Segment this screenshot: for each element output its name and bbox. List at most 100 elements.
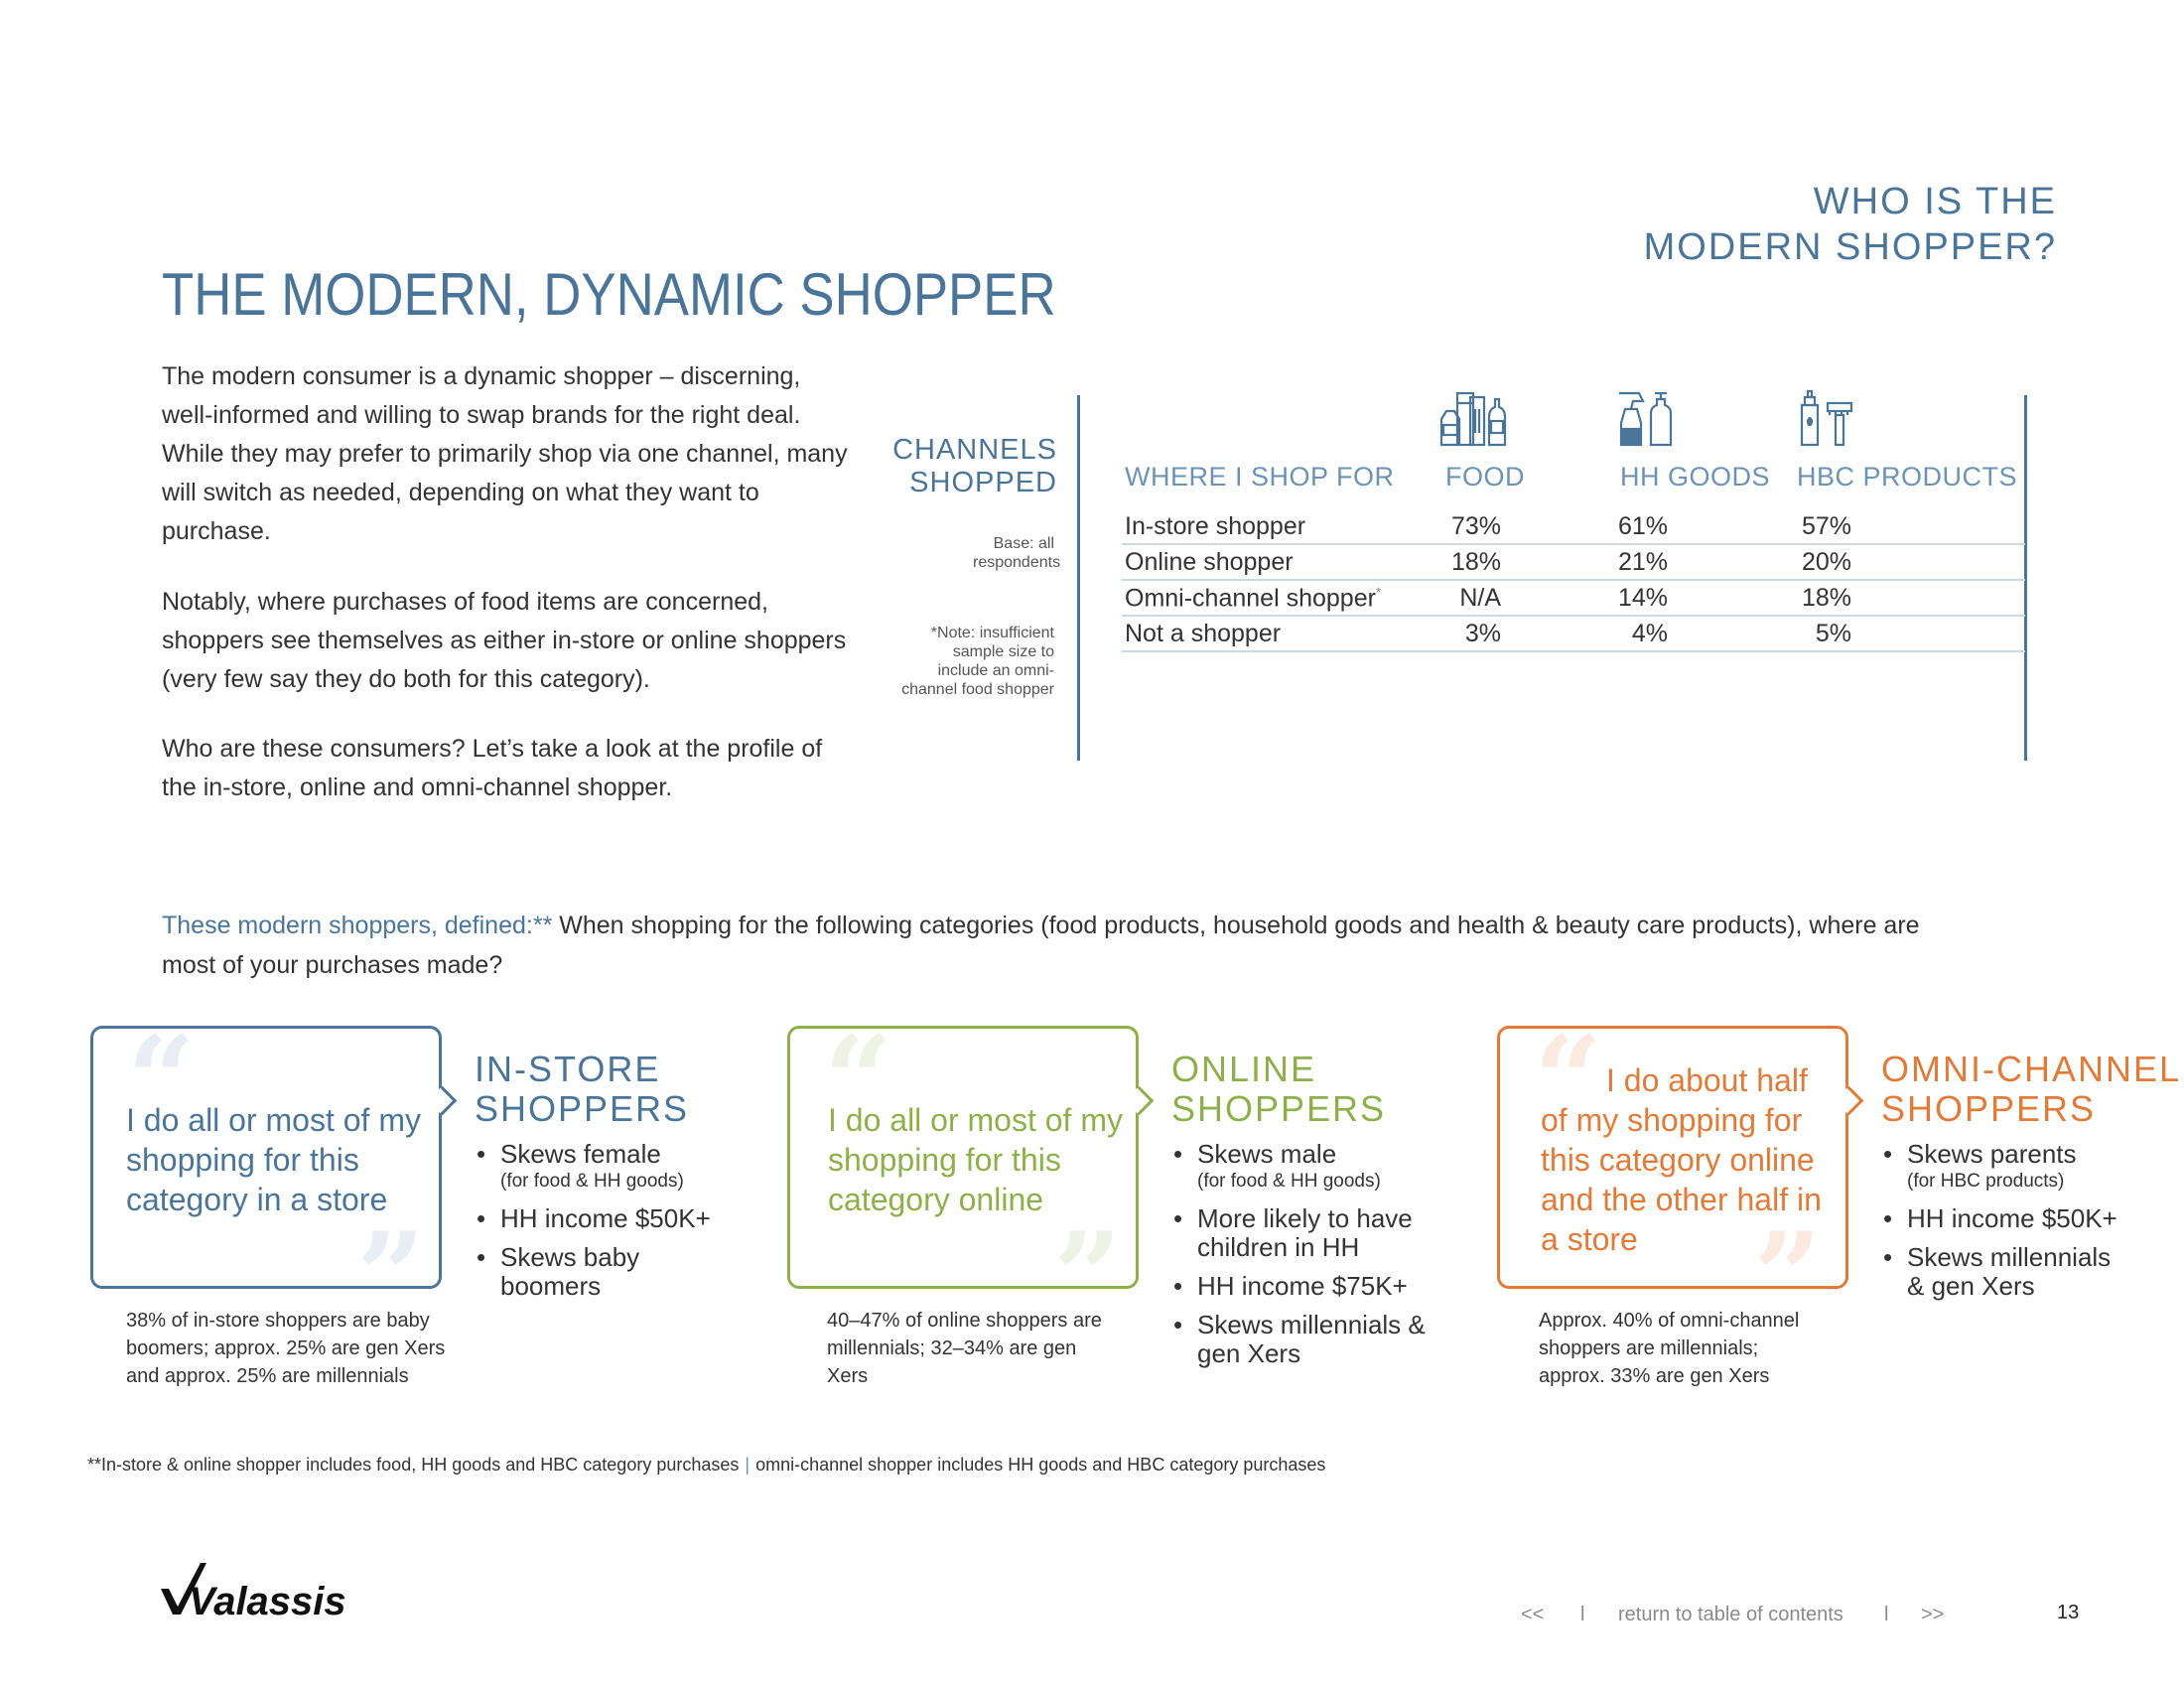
table-cell: 4% [1631,620,1668,647]
definition-question: When shopping for the following categori… [162,912,1920,979]
online-bullet-list: Skews male(for food & HH goods) More lik… [1171,1140,1426,1378]
quote-pointer [1124,1085,1155,1116]
online-shoppers-title: ONLINE SHOPPERS [1171,1050,1386,1129]
table-row-label: In-store shopper [1125,512,1305,541]
row-label-text: In-store shopper [1125,512,1306,540]
bullet-text: Skews baby boomers [500,1242,640,1301]
previous-page-link[interactable]: << [1521,1604,1545,1625]
intro-paragraph-1: The modern consumer is a dynamic shopper… [162,362,848,545]
row-label-text: Omni-channel shopper [1125,584,1376,613]
valassis-logo-mark: Valassis [161,1563,346,1623]
table-cell: 73% [1450,512,1501,540]
channels-title-line2: SHOPPED [909,467,1057,498]
list-item: HH income $75K+ [1171,1272,1420,1302]
open-quote-icon: “ [1534,1010,1603,1150]
quote-text: I do about half of my shopping for this … [1541,1060,1829,1259]
online-stat: 40–47% of online shoppers are millennial… [827,1310,1102,1387]
bullet-text: HH income $50K+ [500,1203,711,1233]
logo-text: Valassis [189,1580,346,1623]
footnote-part1: **In-store & online shopper includes foo… [87,1455,740,1475]
bullet-subtext: (for food & HH goods) [500,1171,684,1192]
footnote: **In-store & online shopper includes foo… [87,1455,1325,1476]
table-cell: N/A [1459,584,1501,612]
table-row-label: Online shopper [1125,548,1294,577]
quote-box-in-store: “ ” I do all or most of my shopping for … [90,1010,458,1336]
row-label-text: Not a shopper [1125,620,1282,647]
column-header-where: WHERE I SHOP FOR [1125,462,1395,492]
list-item: Skews male(for food & HH goods) [1171,1140,1420,1195]
in-store-stat: 38% of in-store shoppers are baby boomer… [126,1310,446,1387]
table-of-contents-link[interactable]: return to table of contents [1618,1604,1843,1625]
column-header-hh-goods: HH GOODS [1620,462,1771,492]
title-line2: SHOPPERS [475,1088,690,1129]
intro-text-3: Who are these consumers? Let’s take a lo… [162,730,857,807]
close-quote-icon: ” [1053,1206,1123,1346]
list-item: Skews millennials & gen Xers [1171,1311,1431,1368]
channels-title-line1: CHANNELS [892,434,1057,466]
bullet-text: Skews male [1197,1139,1337,1169]
insufficient-sample-note: *Note: insufficient sample size to inclu… [901,625,1054,698]
table-right-divider [2024,395,2027,761]
intro-text: The modern consumer is a dynamic shopper… [162,357,857,551]
table-cell: 20% [1801,548,1851,576]
definition-lead: These modern shoppers, defined:** [162,912,553,939]
title-line1: OMNI-CHANNEL [1881,1049,2182,1089]
table-row-divider [1122,579,2025,581]
list-item: Skews parents(for HBC products) [1881,1140,2129,1195]
next-page-link[interactable]: >> [1921,1604,1945,1625]
quote-text-content: I do about half of my shopping for this … [1541,1062,1822,1257]
table-cell: 3% [1464,620,1501,647]
page-number: 13 [2057,1602,2080,1623]
table-left-divider [1077,395,1080,761]
intro-paragraph-3: Who are these consumers? Let’s take a lo… [162,735,823,801]
quote-box-online: “ ” I do all or most of my shopping for … [787,1010,1155,1336]
shoppers-definition: These modern shoppers, defined:** When s… [162,906,1929,985]
hh-goods-icon [1613,389,1683,449]
channels-title: CHANNELS SHOPPED [874,434,1057,499]
table-cell: 18% [1450,548,1501,576]
page-title: THE MODERN, DYNAMIC SHOPPER [162,261,1056,328]
table-cell: 5% [1815,620,1851,647]
close-quote-icon: ” [1753,1206,1823,1346]
title-line1: ONLINE [1171,1049,1317,1089]
quote-pointer [1834,1085,1864,1116]
intro-text-2: Notably, where purchases of food items a… [162,583,857,699]
table-cell: 61% [1617,512,1668,540]
column-header-food: FOOD [1445,462,1525,492]
open-quote-icon: “ [127,1010,197,1150]
quote-text: I do all or most of my shopping for this… [828,1102,1123,1217]
bullet-text: Skews parents [1907,1139,2077,1169]
quote-box-omni-channel: “ ” I do about half of my shopping for t… [1497,1010,1864,1336]
nav-divider: l [1884,1604,1889,1625]
table-row-divider [1122,615,2025,617]
table-cell: 14% [1617,584,1668,612]
food-icon [1437,389,1507,449]
quote-text: I do all or most of my shopping for this… [126,1102,421,1217]
table-row-label: Omni-channel shopper* [1125,584,1381,613]
open-quote-icon: “ [824,1010,893,1150]
hbc-products-icon [1792,389,1861,449]
table-cell: 21% [1617,548,1668,576]
list-item: Skews millennials & gen Xers [1881,1243,2125,1301]
table-row-divider [1122,650,2025,652]
in-store-shoppers-title: IN-STORE SHOPPERS [475,1050,689,1129]
omni-channel-shoppers-title: OMNI-CHANNEL SHOPPERS [1881,1050,2181,1129]
bullet-subtext: (for HBC products) [1907,1171,2065,1192]
bullet-text: HH income $50K+ [1907,1203,2117,1233]
in-store-bullet-list: Skews female(for food & HH goods) HH inc… [475,1140,723,1311]
bullet-text: Skews female [500,1139,661,1169]
list-item: More likely to have children in HH [1171,1204,1435,1262]
base-note: Base: all respondents [973,535,1061,571]
section-title-line2: MODERN SHOPPER? [1643,226,2057,268]
row-label-text: Online shopper [1125,548,1294,576]
omni-channel-stat: Approx. 40% of omni-channel shoppers are… [1539,1310,1800,1387]
valassis-logo: Valassis [159,1559,377,1633]
intro-paragraph-2: Notably, where purchases of food items a… [162,588,847,693]
footnote-separator: | [745,1455,751,1475]
title-line2: SHOPPERS [1881,1088,2097,1129]
title-line1: IN-STORE [475,1049,661,1089]
close-quote-icon: ” [356,1206,426,1346]
bullet-subtext: (for food & HH goods) [1197,1171,1381,1192]
section-title: WHO IS THE MODERN SHOPPER? [1644,179,2057,270]
list-item: HH income $50K+ [1881,1203,2129,1234]
